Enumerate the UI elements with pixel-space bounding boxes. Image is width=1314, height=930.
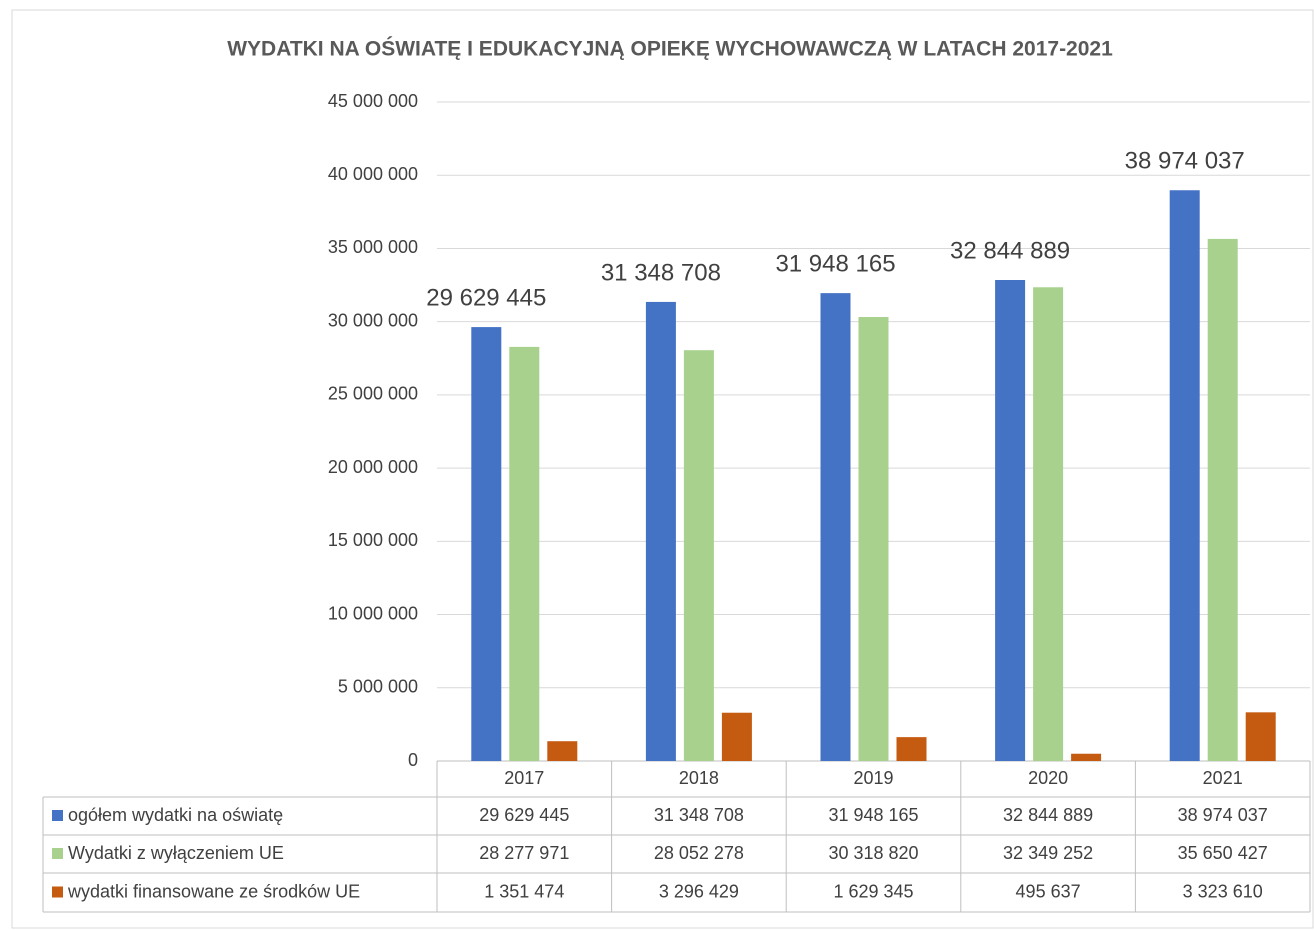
chart-title: WYDATKI NA OŚWIATĘ I EDUKACYJNĄ OPIEKĘ W…	[227, 37, 1113, 61]
bar	[1245, 712, 1276, 761]
y-tick-label: 10 000 000	[328, 603, 418, 623]
bar	[645, 301, 676, 761]
table-cell: 32 349 252	[1003, 843, 1093, 863]
table-cell: 32 844 889	[1003, 805, 1093, 825]
x-tick-label: 2017	[504, 768, 544, 788]
y-tick-label: 35 000 000	[328, 237, 418, 257]
y-tick-label: 25 000 000	[328, 384, 418, 404]
legend-key	[52, 886, 63, 898]
y-tick-label: 20 000 000	[328, 457, 418, 477]
table-cell: 31 348 708	[654, 805, 744, 825]
bar	[896, 737, 927, 761]
table-cell: 35 650 427	[1178, 843, 1268, 863]
bar	[509, 346, 540, 761]
y-tick-label: 45 000 000	[328, 91, 418, 111]
bar	[820, 293, 851, 761]
x-tick-label: 2019	[853, 768, 893, 788]
legend-label: ogółem wydatki na oświatę	[68, 805, 283, 825]
legend-label: Wydatki z wyłączeniem UE	[68, 843, 284, 863]
y-tick-label: 0	[408, 750, 418, 770]
bar	[1207, 238, 1238, 761]
x-tick-label: 2021	[1203, 768, 1243, 788]
table-cell: 30 318 820	[828, 843, 918, 863]
bar	[858, 316, 889, 761]
data-label: 38 974 037	[1125, 148, 1245, 175]
x-tick-label: 2020	[1028, 768, 1068, 788]
y-tick-label: 5 000 000	[338, 677, 418, 697]
table-cell: 495 637	[1016, 881, 1081, 901]
bar	[1169, 190, 1200, 761]
y-tick-label: 15 000 000	[328, 530, 418, 550]
bar	[683, 350, 714, 761]
bar	[1033, 287, 1064, 761]
bar	[471, 327, 502, 761]
data-label: 31 348 708	[601, 259, 721, 286]
table-cell: 1 351 474	[484, 881, 564, 901]
y-tick-label: 30 000 000	[328, 310, 418, 330]
legend-label: wydatki finansowane ze środków UE	[67, 881, 360, 901]
table-cell: 3 296 429	[659, 881, 739, 901]
y-tick-label: 40 000 000	[328, 164, 418, 184]
table-cell: 28 052 278	[654, 843, 744, 863]
bar	[995, 280, 1026, 761]
data-label: 29 629 445	[426, 284, 546, 311]
data-label: 31 948 165	[775, 250, 895, 277]
bar	[1071, 753, 1102, 761]
table-cell: 1 629 345	[833, 881, 913, 901]
table-cell: 31 948 165	[828, 805, 918, 825]
bar	[547, 741, 578, 761]
bar	[721, 712, 752, 761]
table-cell: 3 323 610	[1183, 881, 1263, 901]
table-cell: 38 974 037	[1178, 805, 1268, 825]
table-cell: 28 277 971	[479, 843, 569, 863]
x-tick-label: 2018	[679, 768, 719, 788]
legend-key	[52, 810, 63, 821]
data-label: 32 844 889	[950, 237, 1070, 264]
table-cell: 29 629 445	[479, 805, 569, 825]
legend-key	[52, 848, 63, 859]
